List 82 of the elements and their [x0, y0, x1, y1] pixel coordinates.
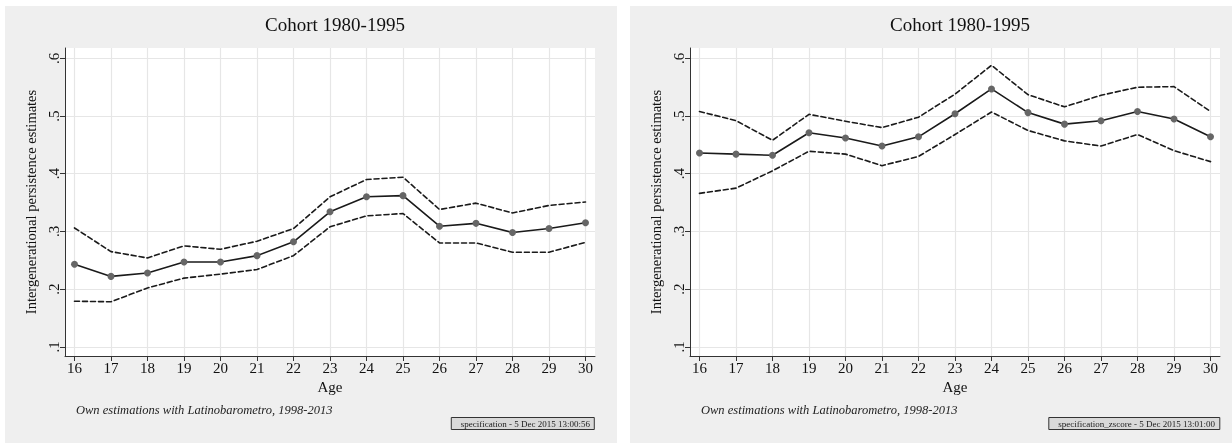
- point: [363, 193, 370, 201]
- point: [253, 252, 261, 260]
- point: [1061, 120, 1068, 128]
- x-tick-label: 20: [213, 359, 228, 376]
- x-tick-label: 25: [395, 359, 411, 376]
- text: Own estimations with Latinobarometro, 1998-2013: [701, 402, 958, 417]
- y-tick-label: .6: [670, 52, 687, 65]
- x-tick-label: 29: [1166, 359, 1182, 376]
- x-tick-label: 17: [103, 359, 119, 376]
- point: [1024, 109, 1032, 117]
- x-tick-label: 16: [66, 359, 83, 376]
- point: [436, 222, 443, 230]
- point: [769, 151, 776, 159]
- point: [988, 85, 995, 93]
- y-tick-label: .3: [45, 225, 62, 238]
- x-tick-label: 18: [764, 359, 780, 376]
- y-tick-label: .5: [45, 110, 62, 122]
- x-tick-label: 16: [691, 359, 708, 376]
- y-tick-label: .2: [45, 283, 62, 295]
- point: [290, 238, 297, 246]
- point: [1134, 107, 1142, 115]
- x-tick-label: 28: [1130, 359, 1146, 376]
- line-series: [73, 212, 587, 303]
- line-series: [73, 176, 587, 259]
- x-tick-label: 19: [176, 359, 192, 376]
- point: [545, 225, 553, 233]
- x-tick-label: 28: [505, 359, 521, 376]
- x-tick-label: 23: [322, 359, 338, 376]
- x-tick-label: 25: [1020, 359, 1036, 376]
- y-axis-title: Intergenerational persistence estimates: [22, 89, 39, 315]
- point: [582, 219, 590, 227]
- point: [805, 129, 813, 137]
- x-tick-label: 29: [541, 359, 557, 376]
- y-axis-title: Intergenerational persistence estimates: [647, 89, 664, 315]
- point: [217, 258, 224, 266]
- x-tick-label: 23: [947, 359, 963, 376]
- x-tick-label: 24: [359, 359, 375, 376]
- text: Own estimations with Latinobarometro, 1998-2013: [76, 402, 333, 417]
- y-tick-label: .4: [45, 167, 62, 180]
- x-tick-label: 27: [1093, 359, 1110, 376]
- text: specification_zscore - 5 Dec 2015 13:01:00: [1058, 418, 1216, 429]
- x-tick-label: 21: [874, 359, 890, 376]
- x-tick-label: 22: [286, 359, 301, 376]
- x-tick-label: 17: [728, 359, 744, 376]
- x-tick-label: 18: [139, 359, 155, 376]
- y-tick-label: .2: [670, 283, 687, 295]
- point: [951, 110, 959, 118]
- x-tick-label: 22: [911, 359, 926, 376]
- text: specification - 5 Dec 2015 13:00:56: [460, 418, 591, 429]
- chart-title: Cohort 1980-1995: [265, 14, 405, 35]
- x-tick-label: 24: [984, 359, 1000, 376]
- point: [1097, 117, 1105, 125]
- x-tick-label: 19: [801, 359, 817, 376]
- point: [326, 208, 334, 216]
- point: [842, 134, 849, 142]
- x-tick-label: 30: [578, 359, 594, 376]
- y-tick-label: .6: [45, 52, 62, 65]
- point: [107, 272, 115, 280]
- x-tick-label: 21: [249, 359, 265, 376]
- point: [71, 260, 78, 268]
- x-tick-label: 27: [468, 359, 485, 376]
- y-tick-label: .5: [670, 110, 687, 122]
- y-tick-label: .1: [670, 341, 687, 353]
- x-tick-label: 30: [1203, 359, 1219, 376]
- point: [399, 192, 407, 200]
- point: [1207, 133, 1215, 141]
- x-axis-title: Age: [942, 379, 968, 396]
- x-tick-label: 20: [838, 359, 853, 376]
- point: [472, 219, 480, 227]
- x-tick-label: 26: [432, 359, 448, 376]
- y-tick-label: .3: [670, 225, 687, 238]
- point: [696, 149, 703, 157]
- line-series: [698, 111, 1212, 195]
- point: [144, 269, 151, 277]
- line-series: [698, 64, 1212, 142]
- point: [915, 133, 922, 141]
- y-tick-label: .1: [45, 341, 62, 353]
- point: [509, 229, 517, 237]
- chart-title: Cohort 1980-1995: [890, 14, 1030, 35]
- y-tick-label: .4: [670, 167, 687, 180]
- x-tick-label: 26: [1057, 359, 1073, 376]
- x-axis-title: Age: [317, 379, 343, 396]
